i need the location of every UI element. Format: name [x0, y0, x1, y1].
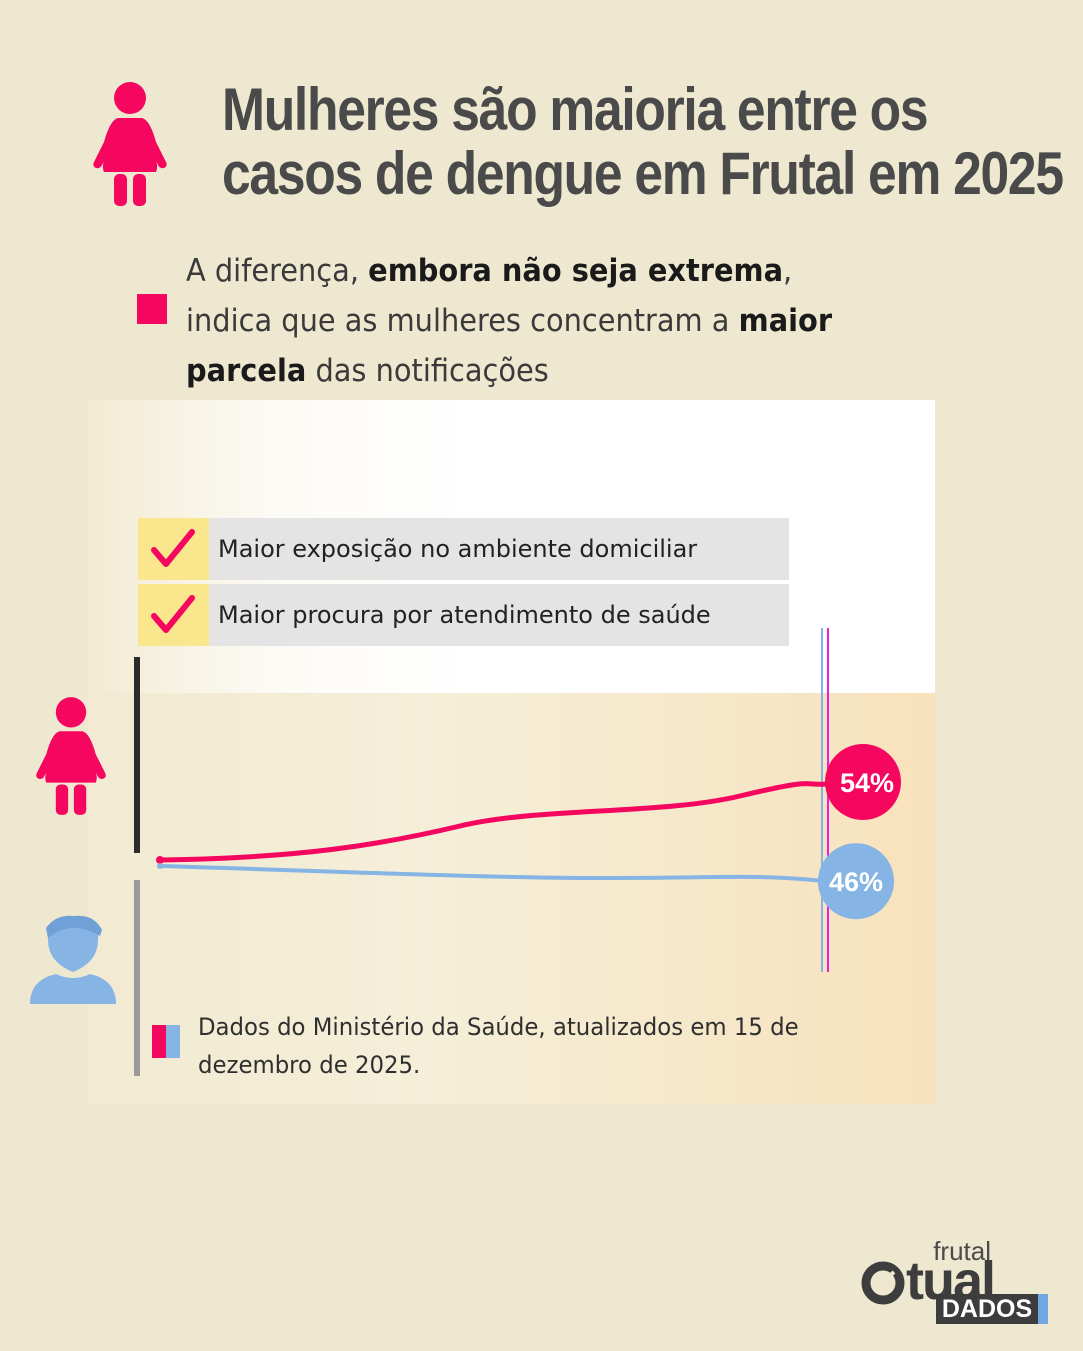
source-note: Dados do Ministério da Saúde, atualizado…: [198, 1013, 799, 1079]
logo-a-glyph: [861, 1261, 905, 1305]
legend-swatch-pink: [152, 1025, 166, 1058]
data-point-male: [818, 843, 894, 920]
data-point-female: [825, 744, 901, 820]
male-icon: [30, 915, 116, 1004]
reason-row: Maior exposição no ambiente domiciliar: [138, 518, 789, 580]
subtitle-bold-1: embora não seja extrema: [368, 253, 784, 289]
logo-dados-stripe: [1038, 1294, 1048, 1324]
series-line-male: [158, 864, 828, 884]
legend-swatch-blue: [166, 1025, 180, 1058]
bullet-square: [137, 294, 167, 324]
data-label-male: 46%: [829, 867, 883, 897]
brand-logo: frutal tual DADOS: [858, 1238, 1053, 1326]
subtitle-part-3: das notificações: [306, 353, 549, 389]
series-start-point-female: [156, 856, 164, 864]
subtitle-part-1: A diferença,: [186, 253, 369, 289]
check-cell: [138, 584, 209, 646]
title-line-2: casos de dengue em Frutal em 2025: [222, 140, 1064, 207]
reason-row: Maior procura por atendimento de saúde: [138, 584, 789, 646]
checkmark-icon: [151, 595, 195, 633]
male-series-bar: [134, 880, 140, 1076]
subtitle-bold-2: maior parcela: [186, 303, 833, 389]
title-line-1: Mulheres são maioria entre os: [222, 76, 929, 143]
checkmark-icon: [151, 529, 195, 567]
female-icon: [36, 697, 106, 815]
check-cell: [138, 518, 209, 580]
female-icon: [93, 82, 167, 206]
subtitle: A diferença, embora não seja extrema, in…: [186, 246, 837, 396]
logo-frutal-text: frutal: [933, 1236, 991, 1266]
data-label-female: 54%: [840, 768, 894, 798]
subtitle-part-2: , indica que as mulheres concentram a: [186, 253, 793, 339]
reason-label: Maior exposição no ambiente domiciliar: [209, 518, 789, 580]
reason-label: Maior procura por atendimento de saúde: [209, 584, 789, 646]
logo-dados-text: DADOS: [941, 1295, 1033, 1323]
series-start-point-male: [157, 863, 163, 869]
logo-dados-badge: DADOS: [936, 1294, 1048, 1324]
series-line-female: [157, 781, 829, 863]
page-title: Mulheres são maioria entre os casos de d…: [222, 76, 1064, 207]
female-series-bar: [134, 657, 140, 853]
